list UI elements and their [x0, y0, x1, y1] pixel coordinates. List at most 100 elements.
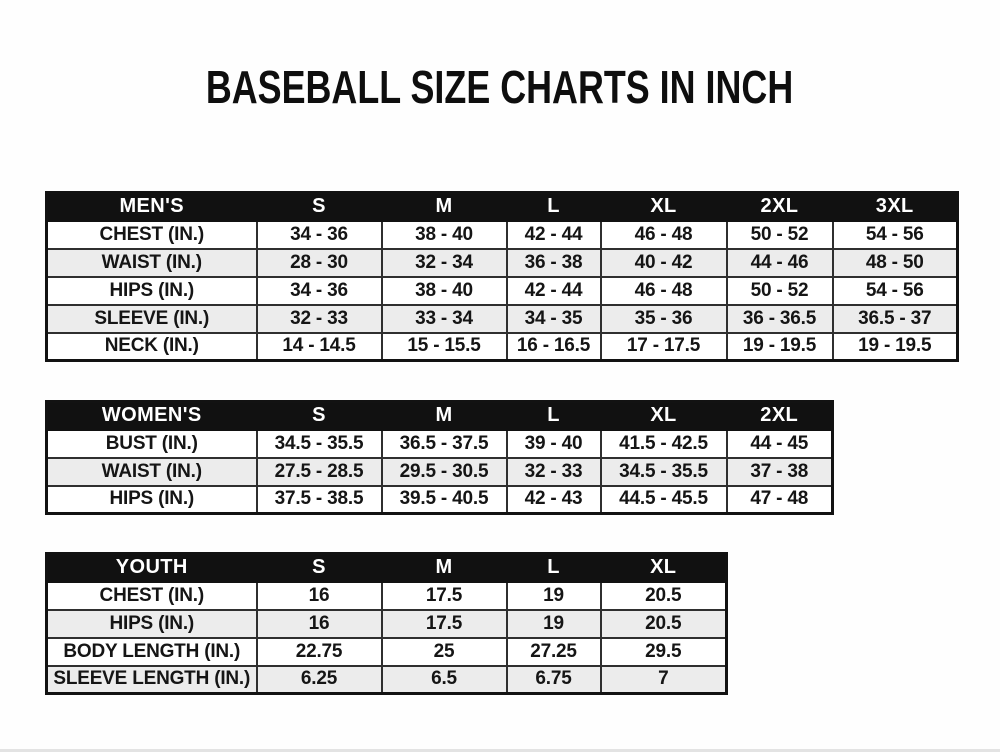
- size-cell: 46 - 48: [599, 275, 728, 306]
- size-cell: 6.5: [380, 664, 508, 695]
- size-cell: 44.5 - 45.5: [599, 484, 728, 515]
- table-row: HIPS (IN.) 16 17.5 19 20.5: [45, 608, 728, 639]
- size-cell: 44 - 45: [725, 428, 834, 459]
- size-cell: 22.75: [255, 636, 383, 667]
- size-cell: 27.25: [505, 636, 602, 667]
- size-cell: 47 - 48: [725, 484, 834, 515]
- size-cell: 37.5 - 38.5: [255, 484, 383, 515]
- size-cell: 32 - 33: [505, 456, 602, 487]
- size-cell: 6.75: [505, 664, 602, 695]
- table-row: HIPS (IN.) 34 - 36 38 - 40 42 - 44 46 - 48 50…: [45, 275, 959, 306]
- title-area: BASEBALL SIZE CHARTS IN INCH: [0, 62, 1000, 113]
- table-row: HIPS (IN.) 37.5 - 38.5 39.5 - 40.5 42 - 43 4…: [45, 484, 834, 515]
- size-cell: 32 - 34: [380, 247, 508, 278]
- size-cell: 42 - 44: [505, 275, 602, 306]
- row-label: HIPS (IN.): [45, 275, 258, 306]
- size-cell: 34 - 36: [255, 219, 383, 250]
- size-cell: 27.5 - 28.5: [255, 456, 383, 487]
- row-label: CHEST (IN.): [45, 219, 258, 250]
- table-row: BUST (IN.) 34.5 - 35.5 36.5 - 37.5 39 - 40 4…: [45, 428, 834, 459]
- table-row: SLEEVE (IN.) 32 - 33 33 - 34 34 - 35 35 - 36…: [45, 303, 959, 334]
- size-cell: 19: [505, 608, 602, 639]
- table-row: CHEST (IN.) 34 - 36 38 - 40 42 - 44 46 - 48 5…: [45, 219, 959, 250]
- column-header: XL: [599, 552, 728, 583]
- size-cell: 36.5 - 37.5: [380, 428, 508, 459]
- row-label: WAIST (IN.): [45, 247, 258, 278]
- size-cell: 16: [255, 608, 383, 639]
- section-header-mens: MEN'S: [45, 191, 258, 222]
- size-cell: 54 - 56: [831, 219, 959, 250]
- column-header: L: [505, 552, 602, 583]
- size-cell: 41.5 - 42.5: [599, 428, 728, 459]
- size-cell: 50 - 52: [725, 275, 834, 306]
- size-table-mens: MEN'S S M L XL 2XL 3XL CHEST (IN.) 34 - 36 38 - 4…: [45, 191, 959, 362]
- size-cell: 50 - 52: [725, 219, 834, 250]
- size-cell: 37 - 38: [725, 456, 834, 487]
- size-cell: 17.5: [380, 580, 508, 611]
- size-cell: 28 - 30: [255, 247, 383, 278]
- table-row: BODY LENGTH (IN.) 22.75 25 27.25 29.5: [45, 636, 728, 667]
- size-cell: 34 - 36: [255, 275, 383, 306]
- table-row: CHEST (IN.) 16 17.5 19 20.5: [45, 580, 728, 611]
- row-label: NECK (IN.): [45, 331, 258, 362]
- size-cell: 40 - 42: [599, 247, 728, 278]
- size-cell: 42 - 43: [505, 484, 602, 515]
- size-cell: 48 - 50: [831, 247, 959, 278]
- size-cell: 36 - 38: [505, 247, 602, 278]
- column-header: L: [505, 400, 602, 431]
- column-header: M: [380, 552, 508, 583]
- column-header: S: [255, 552, 383, 583]
- size-cell: 20.5: [599, 608, 728, 639]
- size-cell: 33 - 34: [380, 303, 508, 334]
- bottom-edge-divider: [0, 749, 1000, 752]
- table-row: WAIST (IN.) 27.5 - 28.5 29.5 - 30.5 32 - 33…: [45, 456, 834, 487]
- row-label: CHEST (IN.): [45, 580, 258, 611]
- size-cell: 16 - 16.5: [505, 331, 602, 362]
- size-cell: 34.5 - 35.5: [255, 428, 383, 459]
- size-cell: 19: [505, 580, 602, 611]
- column-header: XL: [599, 191, 728, 222]
- row-label: SLEEVE (IN.): [45, 303, 258, 334]
- size-cell: 17.5: [380, 608, 508, 639]
- header-row: YOUTH S M L XL: [45, 552, 728, 583]
- column-header: XL: [599, 400, 728, 431]
- row-label: HIPS (IN.): [45, 484, 258, 515]
- column-header: S: [255, 191, 383, 222]
- column-header: M: [380, 191, 508, 222]
- size-cell: 39 - 40: [505, 428, 602, 459]
- size-table-youth: YOUTH S M L XL CHEST (IN.) 16 17.5 19 20.5 HIPS (I…: [45, 552, 728, 695]
- size-cell: 16: [255, 580, 383, 611]
- column-header: L: [505, 191, 602, 222]
- size-cell: 38 - 40: [380, 275, 508, 306]
- table-row: SLEEVE LENGTH (IN.) 6.25 6.5 6.75 7: [45, 664, 728, 695]
- size-cell: 44 - 46: [725, 247, 834, 278]
- row-label: WAIST (IN.): [45, 456, 258, 487]
- column-header: S: [255, 400, 383, 431]
- column-header: 2XL: [725, 191, 834, 222]
- size-cell: 25: [380, 636, 508, 667]
- size-cell: 39.5 - 40.5: [380, 484, 508, 515]
- row-label: HIPS (IN.): [45, 608, 258, 639]
- column-header: 3XL: [831, 191, 959, 222]
- header-row: WOMEN'S S M L XL 2XL: [45, 400, 834, 431]
- size-cell: 42 - 44: [505, 219, 602, 250]
- size-cell: 17 - 17.5: [599, 331, 728, 362]
- size-cell: 6.25: [255, 664, 383, 695]
- header-row: MEN'S S M L XL 2XL 3XL: [45, 191, 959, 222]
- size-cell: 15 - 15.5: [380, 331, 508, 362]
- size-cell: 7: [599, 664, 728, 695]
- size-cell: 19 - 19.5: [831, 331, 959, 362]
- row-label: BODY LENGTH (IN.): [45, 636, 258, 667]
- size-cell: 36 - 36.5: [725, 303, 834, 334]
- column-header: M: [380, 400, 508, 431]
- size-cell: 36.5 - 37: [831, 303, 959, 334]
- size-cell: 34 - 35: [505, 303, 602, 334]
- size-table-womens: WOMEN'S S M L XL 2XL BUST (IN.) 34.5 - 35.5 36.5…: [45, 400, 834, 515]
- size-cell: 38 - 40: [380, 219, 508, 250]
- section-header-womens: WOMEN'S: [45, 400, 258, 431]
- size-cell: 32 - 33: [255, 303, 383, 334]
- column-header: 2XL: [725, 400, 834, 431]
- section-header-youth: YOUTH: [45, 552, 258, 583]
- size-cell: 29.5 - 30.5: [380, 456, 508, 487]
- size-cell: 35 - 36: [599, 303, 728, 334]
